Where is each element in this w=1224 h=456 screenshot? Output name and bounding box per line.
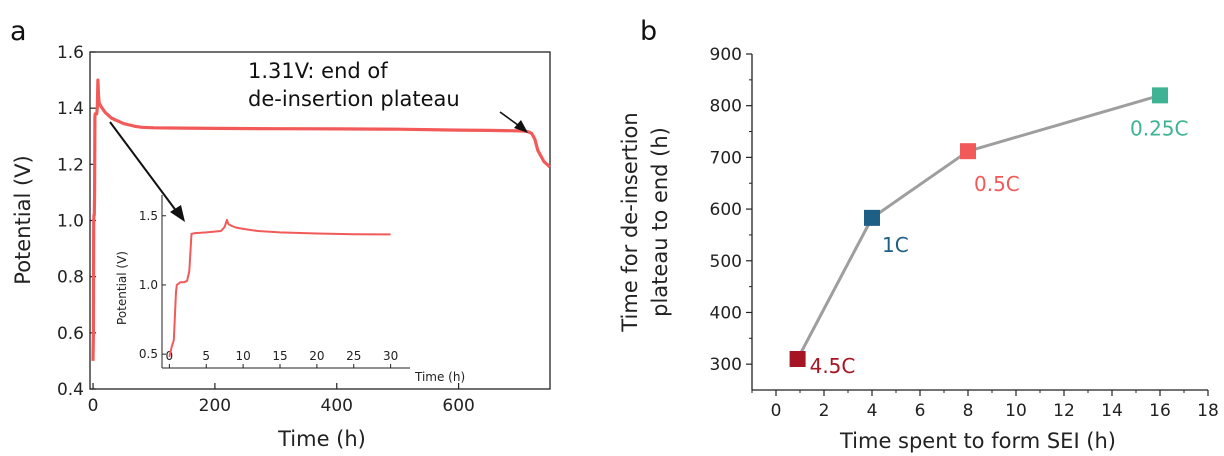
x-tick-label: 0 bbox=[771, 401, 782, 421]
panel-a-y-ticks: 0.4 0.6 0.8 1.0 1.2 1.4 1.6 bbox=[57, 43, 96, 400]
inset-x-tick-label: 20 bbox=[309, 349, 324, 363]
y-tick-label: 0.8 bbox=[57, 268, 84, 288]
inset-x-tick-label: 30 bbox=[383, 349, 398, 363]
y-tick-label: 1.0 bbox=[57, 212, 84, 232]
data-point-1c bbox=[864, 209, 880, 226]
panel-a-x-ticks: 0 200 400 600 bbox=[88, 383, 475, 416]
panel-a-series-line bbox=[91, 78, 552, 361]
x-tick-label: 0 bbox=[88, 396, 99, 416]
panel-b-x-axis-label: Time spent to form SEI (h) bbox=[839, 429, 1116, 453]
panel-a: a 0.4 0.6 0.8 1.0 1.2 1.4 1.6 0 200 400 600 Time … bbox=[10, 16, 552, 451]
inset-x-axis-label: Time (h) bbox=[414, 370, 465, 384]
y-tick-label: 900 bbox=[710, 45, 742, 65]
y-tick-label: 600 bbox=[710, 200, 742, 220]
x-tick-label: 600 bbox=[442, 396, 474, 416]
panel-b-y-axis-label-line-1: Time for de-insertion bbox=[618, 112, 642, 332]
y-tick-label: 800 bbox=[710, 97, 742, 117]
x-tick-label: 400 bbox=[321, 396, 353, 416]
panel-b-points: 4.5C 1C 0.5C 0.25C bbox=[789, 87, 1189, 378]
inset-series-line bbox=[168, 218, 391, 358]
panel-a-label: a bbox=[10, 16, 27, 47]
x-tick-label: 10 bbox=[1005, 401, 1027, 421]
x-tick-label: 2 bbox=[819, 401, 830, 421]
inset-x-ticks: 0 5 10 15 20 25 30 bbox=[166, 349, 398, 368]
y-tick-label: 500 bbox=[710, 252, 742, 272]
inset-arrow-shaft bbox=[109, 121, 178, 213]
panel-a-x-axis-label: Time (h) bbox=[277, 427, 366, 451]
inset-y-tick-label: 1.0 bbox=[139, 278, 158, 292]
x-tick-label: 14 bbox=[1101, 401, 1123, 421]
y-tick-label: 0.6 bbox=[57, 324, 84, 344]
panel-b-label: b bbox=[640, 16, 657, 47]
y-tick-label: 0.4 bbox=[57, 380, 84, 400]
y-tick-label: 1.6 bbox=[57, 43, 84, 63]
point-label: 4.5C bbox=[810, 354, 856, 378]
x-tick-label: 18 bbox=[1197, 401, 1219, 421]
annotation-line-1: 1.31V: end of bbox=[248, 59, 388, 83]
inset-y-axis-label: Potential (V) bbox=[115, 251, 129, 325]
y-tick-label: 300 bbox=[710, 355, 742, 375]
x-tick-label: 4 bbox=[867, 401, 878, 421]
inset-y-ticks: 0.5 1.0 1.5 bbox=[139, 209, 166, 361]
x-tick-label: 8 bbox=[963, 401, 974, 421]
data-point-0-5c bbox=[960, 143, 976, 160]
point-label: 0.25C bbox=[1130, 116, 1189, 140]
x-tick-label: 16 bbox=[1149, 401, 1171, 421]
inset-y-tick-label: 0.5 bbox=[139, 347, 158, 361]
y-tick-label: 1.4 bbox=[57, 99, 84, 119]
panel-b-x-ticks: 0 2 4 6 8 10 12 14 16 18 bbox=[751, 390, 1219, 421]
y-tick-label: 400 bbox=[710, 303, 742, 323]
x-tick-label: 200 bbox=[199, 396, 231, 416]
data-point-0-25c bbox=[1152, 87, 1168, 104]
inset-arrow-head bbox=[170, 205, 185, 222]
panel-b-y-axis-label-line-2: plateau to end (h) bbox=[648, 127, 672, 317]
x-tick-label: 12 bbox=[1053, 401, 1075, 421]
inset-x-tick-label: 5 bbox=[202, 349, 210, 363]
inset-y-tick-label: 1.5 bbox=[139, 209, 158, 223]
y-tick-label: 700 bbox=[710, 148, 742, 168]
inset-x-tick-label: 25 bbox=[346, 349, 361, 363]
annotation-arrow-head bbox=[514, 120, 528, 133]
y-tick-label: 1.2 bbox=[57, 155, 84, 175]
annotation-line-2: de-insertion plateau bbox=[248, 87, 460, 111]
panel-b-connecting-line bbox=[796, 93, 1161, 360]
data-point-4-5c bbox=[789, 350, 806, 367]
point-label: 1C bbox=[882, 233, 909, 257]
x-tick-label: 6 bbox=[915, 401, 926, 421]
inset-x-tick-label: 10 bbox=[235, 349, 250, 363]
panel-a-y-axis-label: Potential (V) bbox=[11, 155, 35, 284]
inset: 0.51.01.5 0 5 10 15 20 25 30 Time (h) Potentia… bbox=[115, 195, 465, 384]
point-label: 0.5C bbox=[974, 172, 1020, 196]
panel-b-y-ticks: 300 400 500 600 700 800 900 bbox=[710, 45, 752, 375]
inset-x-tick-label: 15 bbox=[272, 349, 287, 363]
